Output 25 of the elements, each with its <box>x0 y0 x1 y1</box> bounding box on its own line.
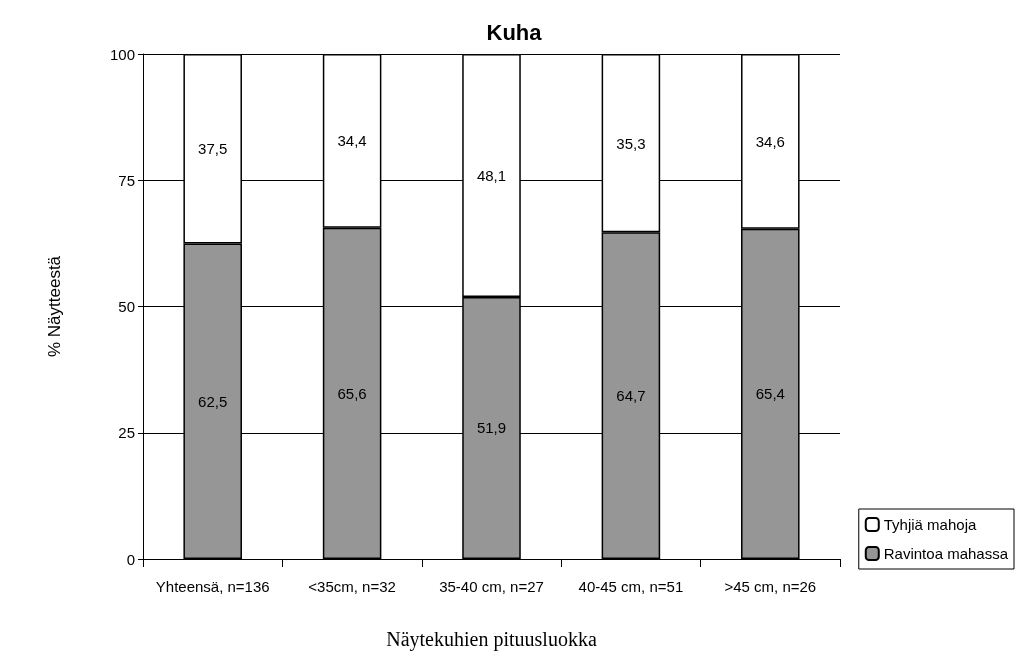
data-label: 65,6 <box>337 384 367 402</box>
data-label: 34,6 <box>755 132 785 150</box>
data-label: 34,4 <box>337 132 367 150</box>
x-tick-label: 35-40 cm, n=27 <box>439 578 544 595</box>
y-tick-label: 0 <box>126 550 135 568</box>
legend-label: Tyhjiä mahoja <box>883 516 977 533</box>
legend-label: Ravintoa mahassa <box>883 545 1009 562</box>
data-label: 51,9 <box>476 419 507 437</box>
data-label: 65,4 <box>755 385 785 403</box>
x-tick-label: <35cm, n=32 <box>308 578 396 595</box>
y-tick-label: 25 <box>118 424 135 442</box>
x-axis-title: Näytekuhien pituusluokka <box>386 628 597 651</box>
chart-title: Kuha <box>486 19 543 45</box>
data-label: 37,5 <box>198 140 228 158</box>
x-tick-label: >45 cm, n=26 <box>724 578 817 595</box>
x-tick-label: Yhteensä, n=136 <box>155 578 270 595</box>
y-axis-title: % Näytteestä <box>45 255 64 358</box>
y-tick-label: 75 <box>118 171 135 189</box>
y-tick-label: 50 <box>118 298 135 315</box>
data-label: 35,3 <box>616 134 646 152</box>
data-label: 64,7 <box>616 387 646 405</box>
y-tick-label: 100 <box>109 45 135 63</box>
data-label: 62,5 <box>198 392 228 410</box>
data-label: 48,1 <box>476 166 507 184</box>
x-tick-label: 40-45 cm, n=51 <box>578 578 684 595</box>
